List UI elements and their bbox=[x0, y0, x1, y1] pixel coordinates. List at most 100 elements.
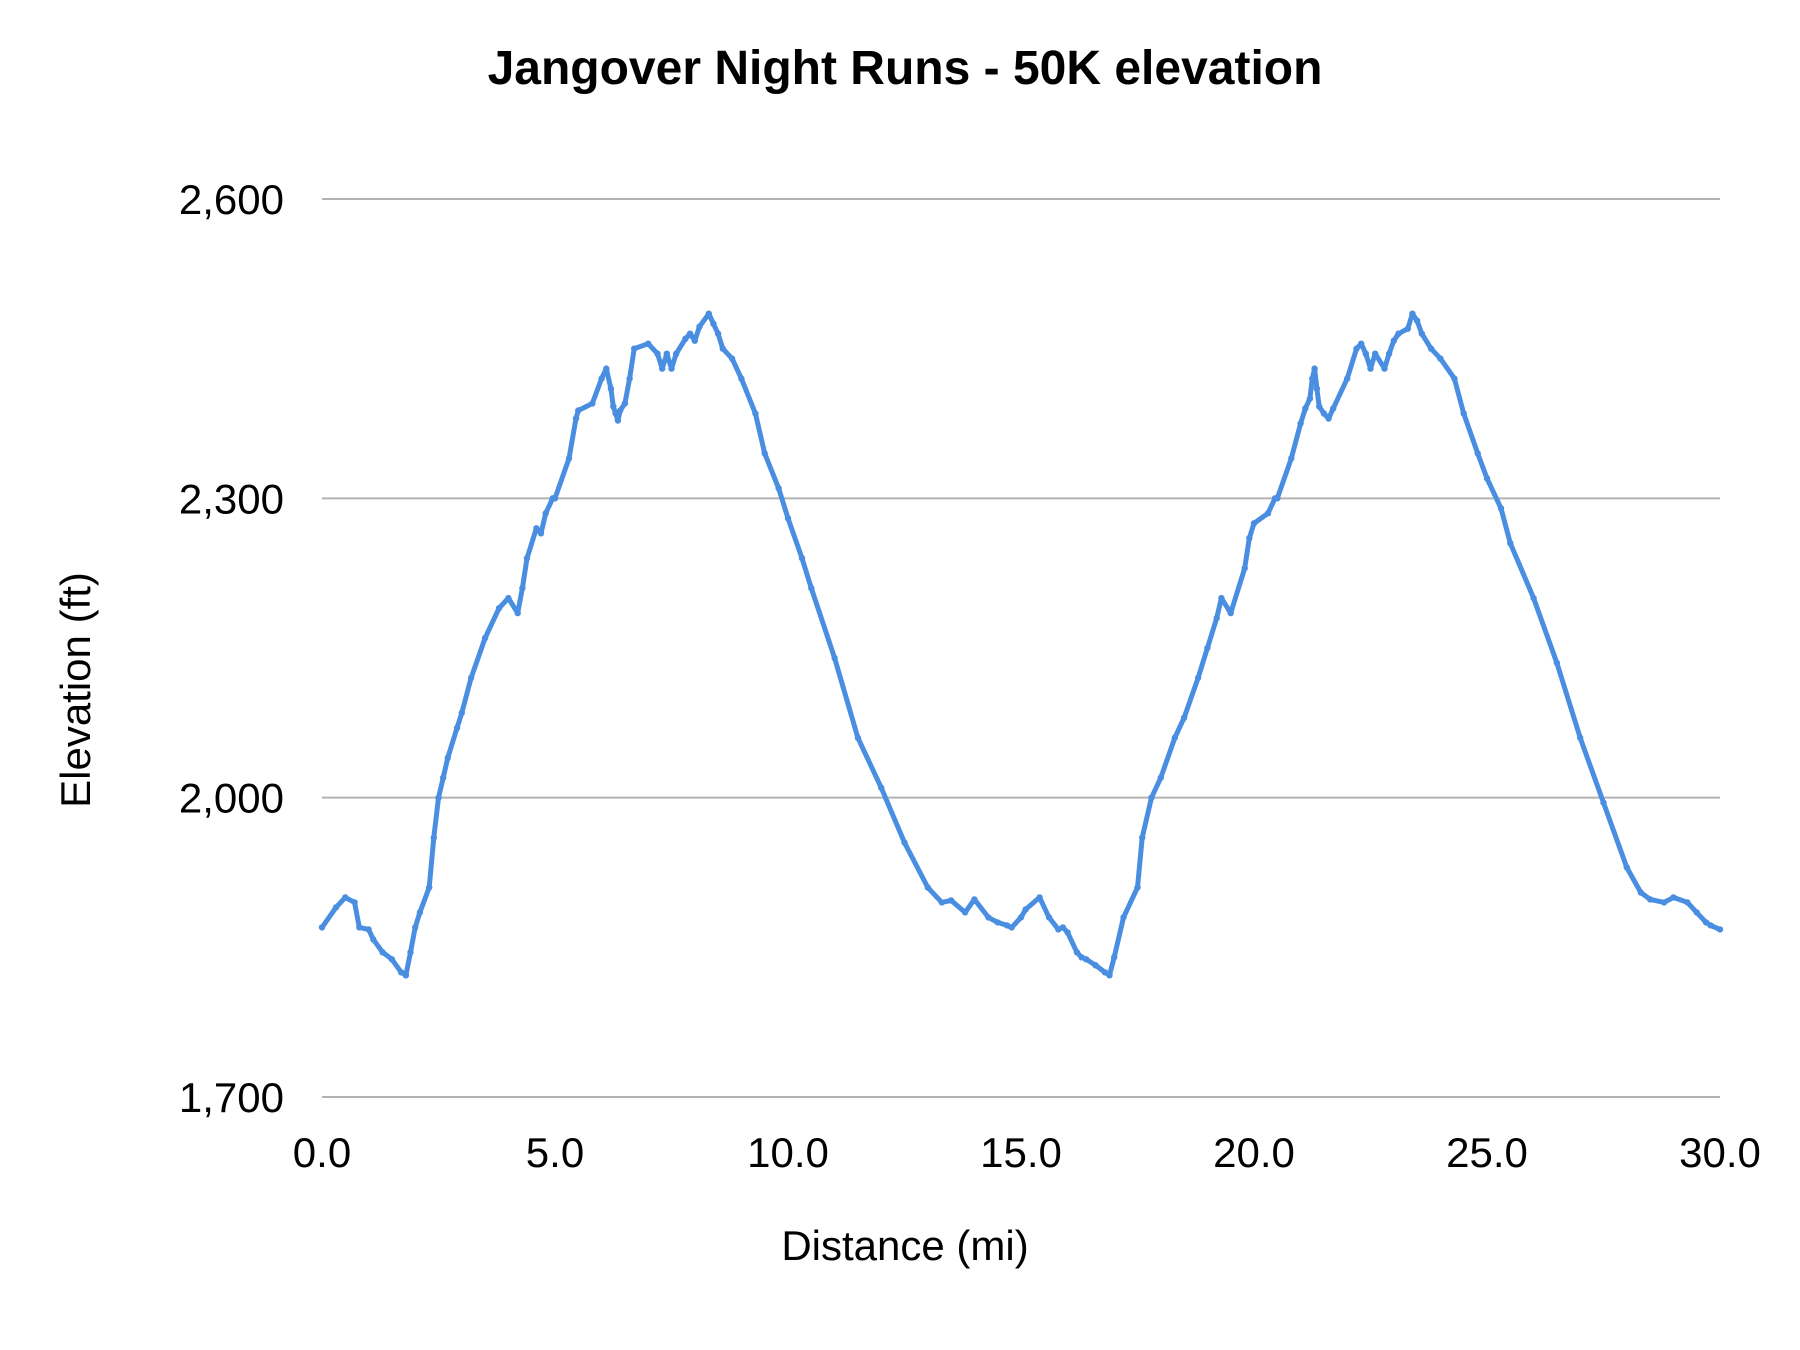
data-point bbox=[1385, 350, 1393, 357]
data-points bbox=[318, 310, 1724, 979]
data-point bbox=[1073, 949, 1081, 956]
data-point bbox=[1194, 674, 1202, 682]
data-point bbox=[1180, 714, 1188, 721]
series-line bbox=[319, 311, 1723, 978]
data-point bbox=[379, 949, 386, 956]
data-point bbox=[481, 634, 489, 642]
data-point bbox=[603, 365, 610, 372]
x-tick-label: 25.0 bbox=[1446, 1129, 1528, 1176]
data-point bbox=[572, 415, 580, 422]
data-point bbox=[589, 400, 596, 407]
data-point bbox=[626, 375, 633, 382]
data-point bbox=[1064, 929, 1071, 936]
data-point bbox=[1553, 659, 1561, 667]
data-point bbox=[318, 924, 326, 931]
data-point bbox=[356, 924, 363, 931]
data-point bbox=[1316, 403, 1323, 410]
data-point bbox=[1134, 884, 1141, 891]
data-point bbox=[1036, 894, 1043, 901]
data-point bbox=[775, 485, 782, 492]
data-point bbox=[444, 754, 451, 761]
data-point bbox=[1017, 914, 1025, 921]
data-point bbox=[1684, 899, 1691, 906]
data-point bbox=[1427, 345, 1435, 352]
data-point bbox=[610, 403, 617, 410]
data-point bbox=[1306, 395, 1314, 402]
data-point bbox=[1474, 450, 1481, 457]
data-point bbox=[631, 345, 638, 352]
data-point bbox=[659, 365, 666, 372]
data-point bbox=[332, 904, 340, 911]
y-axis-ticks: 1,700 2,000 2,300 2,600 bbox=[179, 176, 284, 1121]
data-point bbox=[342, 894, 349, 901]
data-point bbox=[1577, 734, 1584, 741]
data-point bbox=[1330, 405, 1337, 412]
data-point bbox=[714, 330, 722, 337]
data-point bbox=[1358, 340, 1365, 347]
data-point bbox=[1008, 924, 1015, 931]
data-point bbox=[1246, 535, 1253, 542]
data-point bbox=[1418, 330, 1426, 337]
data-point bbox=[1600, 799, 1607, 806]
data-point bbox=[1311, 365, 1318, 372]
data-point bbox=[1204, 644, 1211, 652]
data-point bbox=[1660, 899, 1668, 906]
data-point bbox=[426, 884, 433, 891]
data-point bbox=[1707, 922, 1714, 929]
data-point bbox=[1670, 894, 1677, 901]
y-tick-label: 1,700 bbox=[179, 1074, 284, 1121]
data-point bbox=[784, 515, 792, 522]
data-point bbox=[719, 345, 726, 352]
data-point bbox=[533, 525, 540, 532]
data-point bbox=[1409, 310, 1416, 317]
data-point bbox=[1045, 914, 1053, 921]
data-point bbox=[416, 909, 424, 916]
data-point bbox=[1288, 455, 1295, 462]
data-point bbox=[947, 897, 955, 904]
data-point bbox=[663, 350, 670, 357]
data-point bbox=[1241, 565, 1248, 572]
y-tick-label: 2,300 bbox=[179, 475, 284, 522]
data-point bbox=[1437, 355, 1444, 362]
data-point bbox=[1313, 385, 1321, 392]
data-point bbox=[617, 407, 624, 414]
chart-title: Jangover Night Runs - 50K elevation bbox=[488, 42, 1323, 95]
data-point bbox=[1381, 365, 1388, 372]
data-point bbox=[1483, 475, 1491, 482]
data-point bbox=[1623, 864, 1631, 871]
data-point bbox=[412, 924, 419, 931]
data-point bbox=[440, 774, 447, 781]
data-point bbox=[523, 555, 531, 562]
data-point bbox=[1213, 614, 1220, 622]
data-point bbox=[537, 530, 545, 537]
data-point bbox=[808, 584, 815, 592]
data-point bbox=[831, 654, 838, 662]
data-point bbox=[854, 734, 862, 741]
data-point bbox=[710, 320, 717, 327]
x-tick-label: 15.0 bbox=[980, 1129, 1062, 1176]
data-point bbox=[994, 919, 1001, 926]
data-point bbox=[1702, 919, 1710, 926]
data-point bbox=[565, 455, 573, 462]
data-point bbox=[961, 909, 969, 916]
data-point bbox=[971, 896, 978, 903]
data-point bbox=[607, 385, 615, 392]
data-point bbox=[1139, 834, 1146, 841]
x-tick-label: 30.0 bbox=[1679, 1129, 1761, 1176]
data-point bbox=[365, 926, 372, 933]
data-point bbox=[398, 969, 405, 976]
data-point bbox=[1106, 972, 1113, 979]
data-point bbox=[1227, 609, 1234, 617]
data-point bbox=[654, 350, 661, 357]
data-point bbox=[1157, 774, 1165, 781]
data-point bbox=[542, 510, 549, 517]
data-point bbox=[453, 724, 461, 731]
data-point bbox=[1344, 375, 1351, 382]
data-point bbox=[1367, 365, 1374, 372]
y-tick-label: 2,000 bbox=[179, 775, 284, 822]
data-point bbox=[924, 884, 931, 891]
data-point bbox=[1451, 375, 1458, 382]
data-point bbox=[668, 365, 675, 372]
data-point bbox=[1250, 520, 1258, 527]
